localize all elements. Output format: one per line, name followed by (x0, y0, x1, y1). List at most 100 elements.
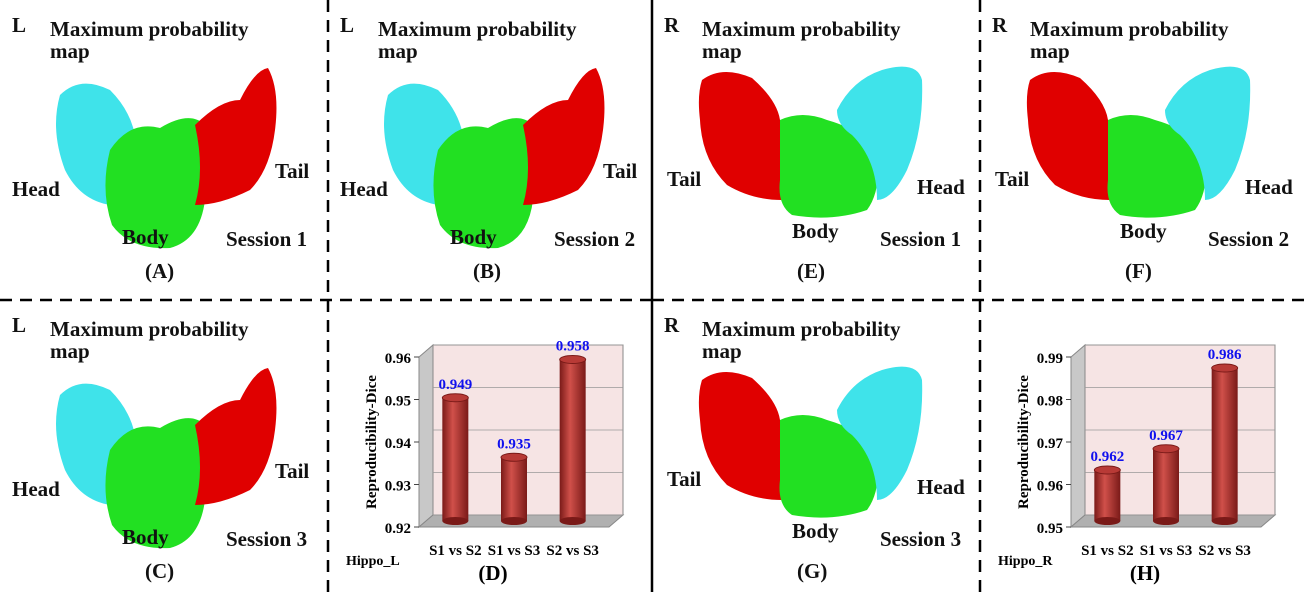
figure-canvas: 0.920.930.940.950.96Reproducibility-Dice… (0, 0, 1309, 592)
panel-caption: (F) (1125, 260, 1152, 282)
brain (699, 367, 922, 518)
panel-caption: (G) (797, 560, 827, 582)
x-tick-label: S2 vs S3 (546, 543, 599, 559)
bar-top (1212, 364, 1238, 372)
tail-label: Tail (995, 168, 1029, 190)
head-label: Head (1245, 176, 1293, 198)
value-label: 0.967 (1149, 428, 1183, 444)
x-tick-label: S2 vs S3 (1198, 543, 1251, 559)
bar (1094, 470, 1120, 521)
panel-caption: (D) (478, 561, 507, 585)
tail-region (195, 368, 276, 505)
panel-caption: (B) (473, 260, 501, 282)
y-tick-label: 0.99 (1037, 351, 1063, 367)
panel-title: Maximum probability map (1030, 18, 1265, 62)
side-label: R (664, 314, 679, 336)
bar-base (1094, 517, 1120, 525)
tail-label: Tail (603, 160, 637, 182)
panel-title: Maximum probability map (50, 318, 285, 362)
bar (560, 360, 586, 522)
value-label: 0.958 (556, 339, 590, 355)
y-tick-label: 0.98 (1037, 394, 1063, 410)
side-wall (1071, 345, 1085, 527)
session-label: Session 3 (226, 528, 307, 550)
y-tick-label: 0.95 (385, 394, 411, 410)
bar-top (1094, 466, 1120, 474)
y-tick-label: 0.97 (1037, 436, 1064, 452)
tail-label: Tail (667, 168, 701, 190)
side-label: R (664, 14, 679, 36)
y-tick-label: 0.96 (1037, 479, 1064, 495)
y-tick-label: 0.96 (385, 351, 412, 367)
tail-label: Tail (667, 468, 701, 490)
session-label: Session 2 (1208, 228, 1289, 250)
side-label: L (12, 314, 26, 336)
x-tick-label: S1 vs S3 (1140, 543, 1193, 559)
panel-title: Maximum probability map (702, 318, 937, 362)
head-label: Head (917, 476, 965, 498)
tail-label: Tail (275, 460, 309, 482)
panel-caption: (H) (1130, 561, 1160, 585)
tail-region (195, 68, 276, 205)
panel-caption: (A) (145, 260, 174, 282)
brain (56, 68, 276, 248)
x-tick-label: S1 vs S2 (429, 543, 482, 559)
bar-base (1153, 517, 1179, 525)
tail-region (1027, 72, 1110, 200)
bar-base (1212, 517, 1238, 525)
body-label: Body (122, 526, 169, 548)
bar-base (442, 517, 468, 525)
y-axis-label: Reproducibility-Dice (364, 375, 380, 509)
head-label: Head (340, 178, 388, 200)
brain (699, 67, 922, 218)
side-label: L (12, 14, 26, 36)
side-label: L (340, 14, 354, 36)
brain (384, 68, 604, 248)
bar (1212, 368, 1238, 521)
panel-caption: (E) (797, 260, 825, 282)
value-label: 0.935 (497, 436, 531, 452)
panel-title: Maximum probability map (378, 18, 613, 62)
corner-label: Hippo_L (346, 554, 400, 569)
session-label: Session 3 (880, 528, 961, 550)
panel-title: Maximum probability map (50, 18, 285, 62)
bar-top (442, 394, 468, 402)
bar (1153, 449, 1179, 521)
bar-top (560, 356, 586, 364)
session-label: Session 1 (226, 228, 307, 250)
tail-region (699, 372, 782, 500)
value-label: 0.986 (1208, 347, 1242, 363)
value-label: 0.949 (438, 377, 472, 393)
session-label: Session 1 (880, 228, 961, 250)
value-label: 0.962 (1090, 449, 1124, 465)
session-label: Session 2 (554, 228, 635, 250)
brain (1027, 67, 1250, 218)
y-tick-label: 0.93 (385, 479, 411, 495)
bar-top (501, 453, 527, 461)
figure: 0.920.930.940.950.96Reproducibility-Dice… (0, 0, 1309, 592)
bar (501, 457, 527, 521)
body-label: Body (792, 520, 839, 542)
body-label: Body (450, 226, 497, 248)
panel-caption: (C) (145, 560, 174, 582)
head-label: Head (12, 178, 60, 200)
x-tick-label: S1 vs S2 (1081, 543, 1134, 559)
body-label: Body (792, 220, 839, 242)
panel-title: Maximum probability map (702, 18, 937, 62)
y-tick-label: 0.92 (385, 521, 411, 537)
body-label: Body (122, 226, 169, 248)
head-label: Head (917, 176, 965, 198)
side-label: R (992, 14, 1007, 36)
brain (56, 368, 276, 548)
tail-label: Tail (275, 160, 309, 182)
bar-base (501, 517, 527, 525)
corner-label: Hippo_R (998, 554, 1053, 569)
bar (442, 398, 468, 521)
body-label: Body (1120, 220, 1167, 242)
head-label: Head (12, 478, 60, 500)
bar-base (560, 517, 586, 525)
side-wall (419, 345, 433, 527)
y-tick-label: 0.95 (1037, 521, 1063, 537)
y-axis-label: Reproducibility-Dice (1016, 375, 1032, 509)
tail-region (699, 72, 782, 200)
